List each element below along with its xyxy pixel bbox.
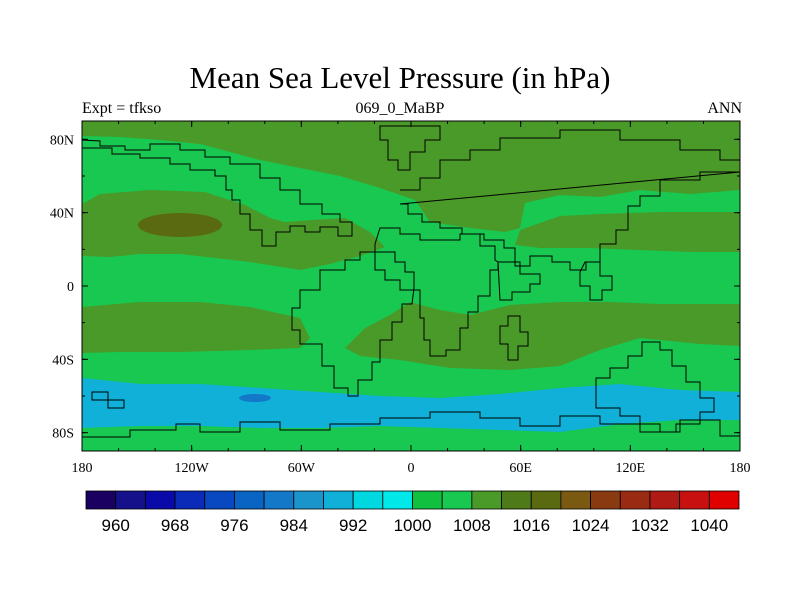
x-tick-label: 180 [72, 461, 93, 476]
pressure-field [82, 121, 740, 451]
antarctica-outline [82, 411, 740, 438]
australia-outline [595, 341, 715, 433]
colorbar-box [263, 490, 295, 510]
time-label: 069_0_MaBP [355, 100, 445, 117]
madagascar-outline [499, 315, 529, 361]
colorbar-box [501, 490, 532, 510]
region-north-pacific-high-core [138, 213, 222, 237]
region-north-subtropical-high-east [515, 212, 740, 252]
season-label: ANN [707, 100, 742, 117]
y-tick-label: 40N [50, 207, 74, 222]
region-north-polar-high [82, 121, 740, 232]
colorbar-box [352, 490, 384, 510]
colorbar-box [293, 490, 324, 510]
arabia-outline [497, 261, 541, 301]
y-tick-label: 80S [52, 427, 74, 442]
colorbar-box [530, 490, 562, 510]
colorbar-label: 960 [101, 516, 129, 535]
colorbar-label: 1032 [631, 516, 669, 535]
x-tick-label: 60W [288, 461, 316, 476]
y-tick-label: 40S [52, 353, 74, 368]
x-tick-label: 120W [175, 461, 210, 476]
colorbar-box [649, 490, 681, 510]
chart-title: Mean Sea Level Pressure (in hPa) [189, 60, 611, 95]
colorbar-box [234, 490, 265, 510]
colorbar-label: 968 [161, 516, 189, 535]
x-tick-label: 180 [730, 461, 751, 476]
colorbar-label: 1040 [690, 516, 728, 535]
south-america-outline [291, 251, 415, 397]
colorbar-box [679, 490, 710, 510]
eurasia-outline [399, 129, 740, 271]
colorbar-box [590, 490, 621, 510]
x-tick-label: 60E [509, 461, 532, 476]
colorbar-box [174, 490, 206, 510]
colorbar-box [619, 490, 651, 510]
experiment-label: Expt = tfkso [82, 100, 162, 117]
colorbar-box [441, 490, 473, 510]
colorbar-box [144, 490, 176, 510]
colorbar-box [382, 490, 413, 510]
greenland-outline [379, 125, 441, 171]
axis-ticks: 180 120W 60W 0 60E 120E 180 80N 40N 0 40S 80S [50, 121, 751, 476]
region-north-subtropical-high [82, 190, 385, 270]
colorbar-label: 1000 [394, 516, 432, 535]
region-southern-ocean-low [82, 378, 740, 432]
colorbar-label: 1016 [512, 516, 550, 535]
y-tick-label: 0 [67, 280, 74, 295]
continent-outlines [82, 125, 740, 438]
colorbar-box [115, 490, 146, 510]
y-tick-label: 80N [50, 133, 74, 148]
south-pacific-islands-outline [91, 391, 125, 409]
colorbar-label: 976 [220, 516, 248, 535]
india-outline [579, 261, 613, 301]
colorbar-box [85, 490, 117, 510]
colorbar-label: 1024 [572, 516, 610, 535]
region-south-subtropical-high-atlantic [345, 302, 740, 370]
colorbar-label: 992 [339, 516, 367, 535]
colorbar-box [412, 490, 443, 510]
x-tick-label: 120E [616, 461, 646, 476]
region-south-subtropical-high [82, 302, 310, 353]
colorbar-box [560, 490, 591, 510]
colorbar-label: 984 [280, 516, 308, 535]
north-america-outline [82, 139, 353, 247]
africa-outline [374, 227, 499, 357]
region-southern-ocean-low-core [239, 394, 271, 402]
colorbar-box [323, 490, 354, 510]
colorbar-label: 1008 [453, 516, 491, 535]
colorbar-box [204, 490, 235, 510]
colorbar: 960 968 976 984 992 1000 1008 1016 1024 1032 1040 [85, 490, 740, 535]
x-tick-label: 0 [408, 461, 415, 476]
colorbar-box [471, 490, 502, 510]
colorbar-box [708, 490, 740, 510]
